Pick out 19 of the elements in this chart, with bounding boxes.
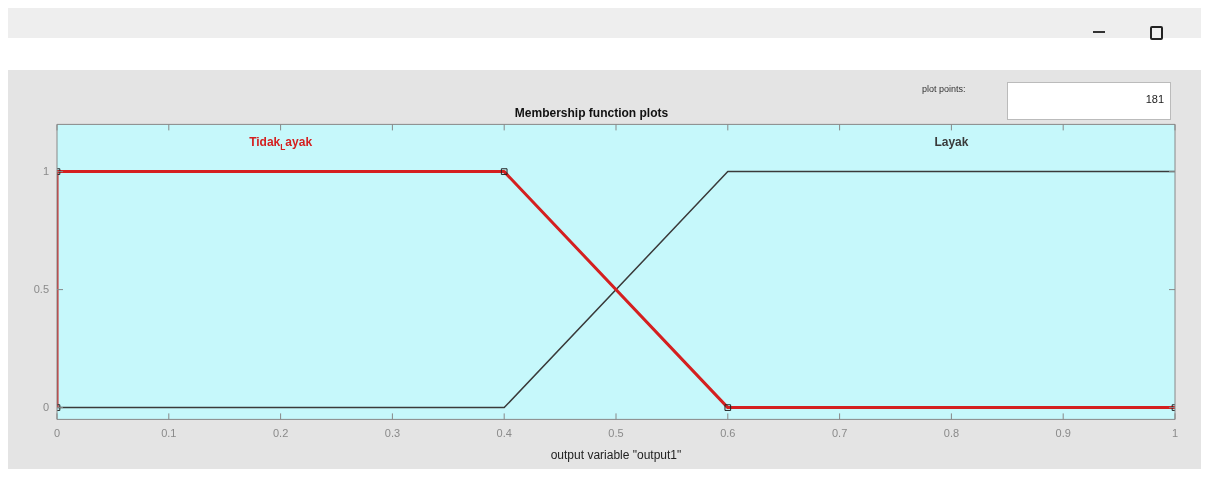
y-tick-label: 0	[42, 400, 49, 413]
y-tick-label: 1	[42, 164, 49, 177]
x-axis-title: output variable "output1"	[550, 448, 682, 463]
x-tick-label: 0.8	[943, 427, 960, 440]
x-tick-label: 0.7	[831, 427, 848, 440]
x-tick-label: 1	[1171, 427, 1179, 440]
text: plot points:	[922, 84, 966, 94]
x-tick-label: 0.9	[1055, 427, 1071, 440]
x-tick-label: 0	[53, 427, 61, 440]
text: 181	[1007, 82, 1171, 120]
x-tick-label: 0.3	[384, 427, 401, 440]
x-tick-label: 0.5	[608, 427, 624, 440]
x-tick-label: 0.6	[720, 427, 736, 440]
series-label: Layak	[934, 134, 969, 149]
x-tick-label: 0.2	[272, 427, 289, 440]
chart-title: Membership function plots	[514, 105, 669, 120]
x-tick-label: 0.1	[161, 427, 177, 440]
x-tick-label: 0.4	[496, 427, 512, 440]
y-tick-label: 0.5	[33, 282, 49, 295]
